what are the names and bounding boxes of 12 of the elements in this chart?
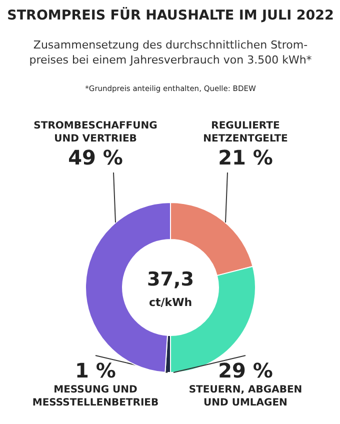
- data-label: 21 %: [218, 146, 273, 170]
- data-label: 29 %: [218, 358, 273, 382]
- chart-title: STROMPREIS FÜR HAUSHALTE IM JULI 2022: [7, 6, 334, 24]
- data-label: 49 %: [68, 146, 123, 170]
- slice-label: STEUERN, ABGABEN UND UMLAGEN: [188, 384, 302, 408]
- text: 37,3: [147, 268, 194, 290]
- chart-subtitle: Zusammensetzung des durchschnittlichen Strom- preises bei einem Jahresverbrauch von 3.500 kWh*: [29, 38, 312, 66]
- slice-label: REGULIERTE NETZENTGELTE: [203, 120, 288, 144]
- text: ct/kWh: [148, 296, 192, 309]
- slice-label: STROMBESCHAFFUNG UND VERTRIEB: [34, 120, 158, 144]
- data-label: 1 %: [75, 358, 116, 382]
- slice-label: MESSUNG UND MESSSTELLENBETRIEB: [32, 384, 159, 408]
